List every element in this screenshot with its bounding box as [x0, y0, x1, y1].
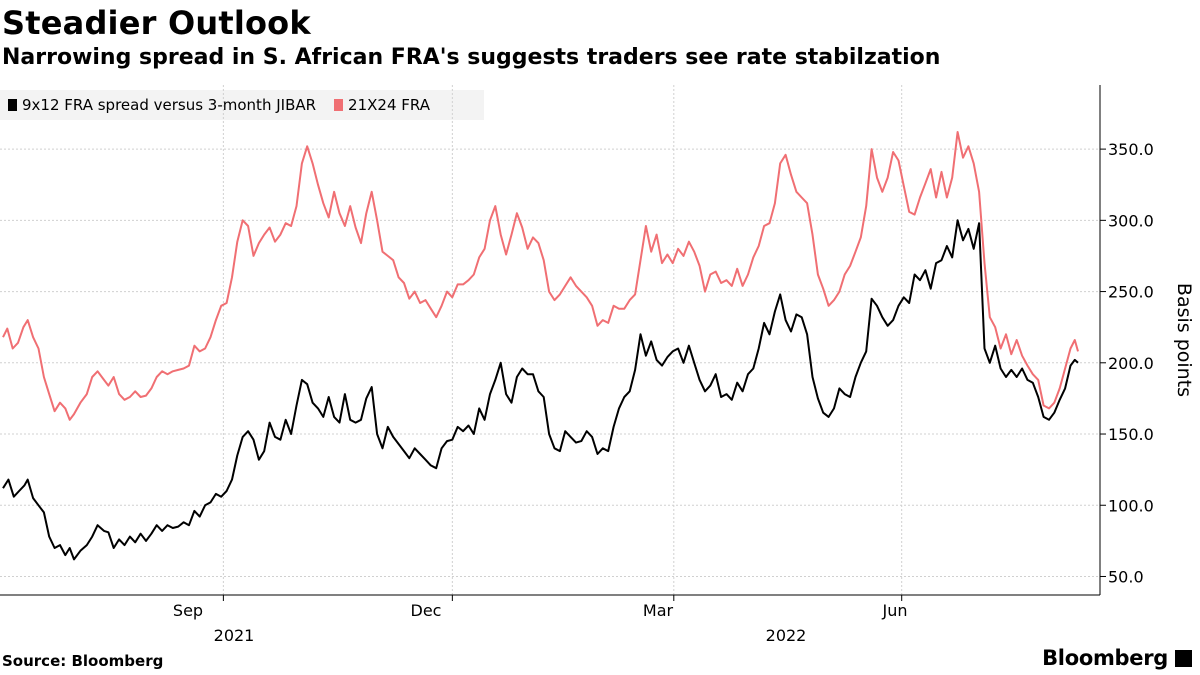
- legend-swatch-fra: [334, 99, 344, 111]
- y-axis-title: Basis points: [1173, 283, 1195, 397]
- x-tick-label: Mar: [643, 601, 674, 620]
- y-tick-label: 350.0: [1108, 140, 1154, 159]
- legend-item-fra: 21X24 FRA: [334, 96, 430, 114]
- legend-swatch-spread: [8, 99, 17, 111]
- legend-label-fra: 21X24 FRA: [348, 96, 430, 114]
- y-tick-label: 50.0: [1108, 567, 1144, 586]
- x-tick-label: Sep: [173, 601, 203, 620]
- series-line-1: [2, 131, 1079, 421]
- legend-item-spread: 9x12 FRA spread versus 3-month JIBAR: [8, 96, 316, 114]
- legend-label-spread: 9x12 FRA spread versus 3-month JIBAR: [22, 96, 317, 114]
- chart-legend: 9x12 FRA spread versus 3-month JIBAR 21X…: [0, 90, 484, 120]
- bloomberg-icon: [1175, 650, 1192, 667]
- series-line-0: [2, 219, 1079, 561]
- x-tick-label: Jun: [882, 601, 908, 620]
- y-tick-label: 100.0: [1108, 496, 1154, 515]
- brand-logo-text: Bloomberg: [1042, 646, 1168, 670]
- y-tick-label: 200.0: [1108, 354, 1154, 373]
- x-tick-label: Dec: [411, 601, 442, 620]
- chart-title: Steadier Outlook: [2, 4, 311, 42]
- y-tick-label: 150.0: [1108, 425, 1154, 444]
- y-tick-label: 300.0: [1108, 211, 1154, 230]
- x-year-label: 2022: [766, 626, 807, 645]
- x-year-label: 2021: [214, 626, 255, 645]
- source-note: Source: Bloomberg: [2, 652, 164, 670]
- y-tick-label: 250.0: [1108, 283, 1154, 302]
- chart-subtitle: Narrowing spread in S. African FRA's sug…: [2, 45, 941, 70]
